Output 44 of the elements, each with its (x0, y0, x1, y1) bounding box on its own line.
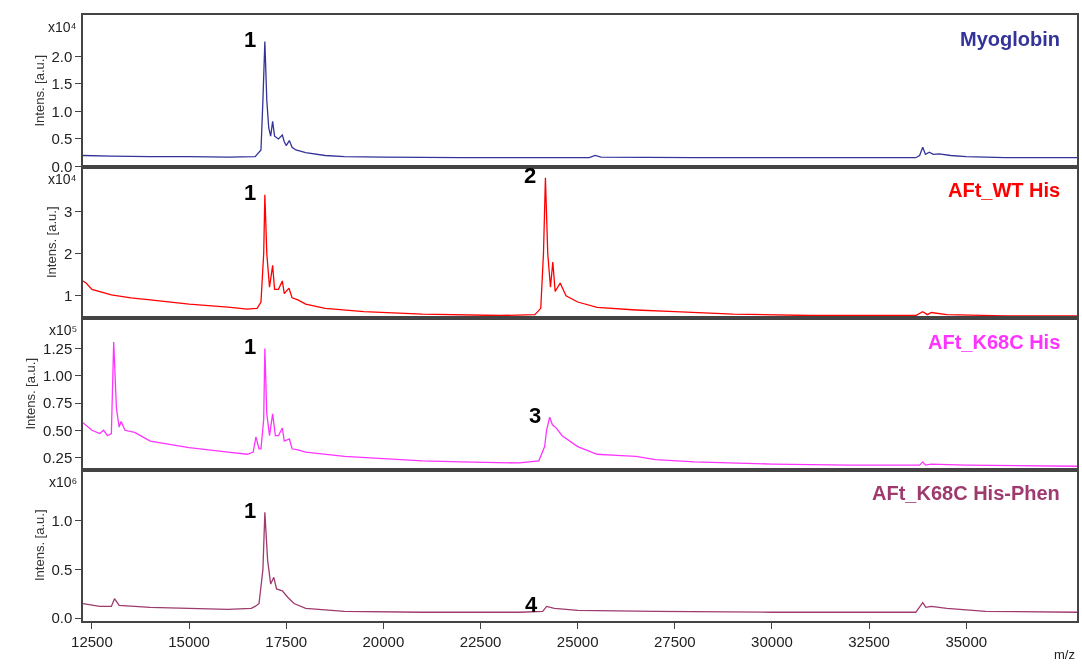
annotation: 1 (244, 498, 257, 523)
y-tick-label: 1.00 (43, 367, 73, 385)
text: Myoglobin (960, 28, 1060, 50)
y-tick-label: 1.25 (43, 339, 73, 357)
annotation: 4 (525, 592, 538, 617)
y-axis-title: Intens. [a.u.] (44, 206, 60, 279)
annotation: 1 (244, 334, 257, 359)
x-tick-label: 22500 (459, 632, 502, 650)
y-axis-title: Intens. [a.u.] (23, 357, 39, 430)
x-tick-label: 12500 (71, 632, 113, 650)
y-tick-label: 2 (63, 244, 73, 262)
annotation: 1 (244, 180, 257, 205)
text: x10⁴ (48, 19, 77, 35)
x-tick-label: 25000 (556, 632, 599, 650)
annotation: 1 (244, 27, 257, 52)
x-tick-label: 15000 (168, 632, 210, 650)
y-axis-title: Intens. [a.u.] (31, 509, 47, 582)
y-tick-label: 0.50 (43, 421, 73, 439)
y-tick-label: 3 (63, 202, 73, 220)
x-tick-label: 30000 (751, 632, 793, 650)
y-axis-title: Intens. [a.u.] (31, 54, 47, 127)
annotation: 3 (529, 403, 542, 428)
y-tick-label: 0.0 (51, 609, 73, 627)
x-axis-title: m/z (1054, 647, 1075, 662)
y-tick-label: 0.5 (51, 130, 73, 148)
x-tick-label: 35000 (945, 632, 988, 650)
text: AFt_WT His (948, 179, 1061, 201)
text: x10⁵ (49, 322, 78, 338)
text: AFt_K68C His-Phen (872, 482, 1060, 504)
y-tick-label: 1.0 (51, 102, 73, 120)
y-tick-label: 1.0 (51, 512, 73, 530)
x-tick-label: 32500 (848, 632, 890, 650)
text: AFt_K68C His (928, 331, 1061, 353)
text: x10⁶ (49, 474, 78, 490)
y-tick-label: 0.5 (51, 560, 73, 578)
y-tick-label: 0.25 (43, 448, 73, 466)
x-tick-label: 27500 (653, 632, 696, 650)
x-tick-label: 17500 (265, 632, 308, 650)
y-tick-label: 1.5 (51, 75, 73, 93)
y-tick-label: 2.0 (51, 47, 73, 65)
annotation: 2 (524, 163, 537, 188)
y-tick-label: 0.75 (43, 394, 73, 412)
y-tick-label: 1 (63, 286, 73, 304)
x-tick-label: 20000 (362, 632, 405, 650)
